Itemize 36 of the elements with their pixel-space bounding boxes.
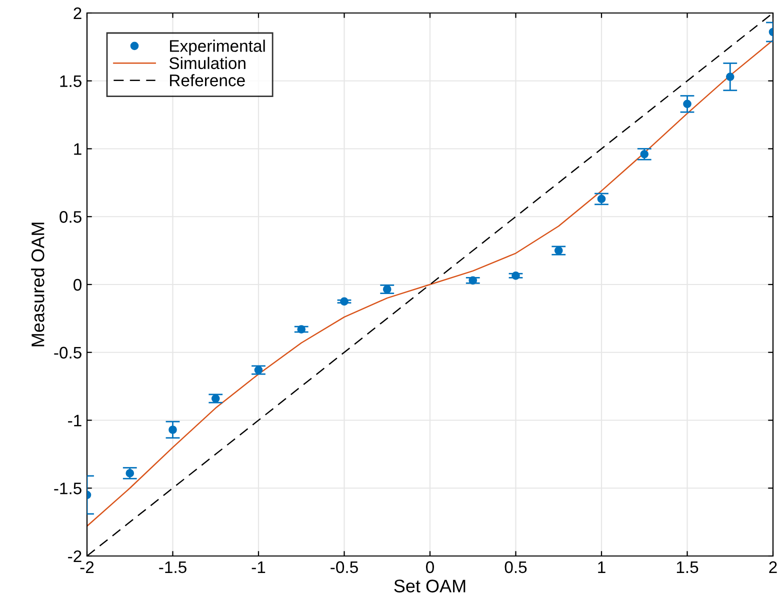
point: [683, 100, 692, 108]
point: [340, 297, 348, 306]
y-tick-label: -1.5: [54, 482, 82, 494]
point: [168, 426, 177, 434]
y-tick-label: -0.5: [54, 346, 82, 359]
x-tick-label: 0.5: [504, 561, 527, 574]
x-axis-title: Set OAM: [394, 580, 466, 592]
point: [554, 246, 563, 255]
x-tick-label: 2: [769, 561, 777, 573]
point: [640, 150, 649, 158]
x-tick-label: -1: [252, 561, 266, 573]
point: [597, 194, 606, 204]
point: [382, 285, 392, 294]
y-tick-label: 0.5: [60, 211, 82, 223]
point: [726, 72, 734, 81]
point: [297, 325, 306, 334]
point: [211, 394, 220, 403]
point: [512, 272, 520, 280]
y-tick-label: 2: [74, 7, 82, 20]
y-tick-label: -2: [68, 550, 82, 562]
x-tick-label: 1: [598, 561, 606, 573]
y-tick-label: 0: [74, 278, 82, 291]
legend-label: Simulation: [169, 56, 246, 70]
x-tick-label: -0.5: [330, 561, 358, 574]
x-tick-label: 0: [426, 561, 434, 574]
y-tick-label: 1: [74, 143, 82, 155]
point: [254, 366, 263, 374]
point: [468, 276, 478, 285]
point: [126, 469, 134, 478]
legend-label: Experimental: [170, 40, 265, 56]
y-tick-label: -1: [68, 414, 82, 426]
x-tick-label: 1.5: [676, 561, 698, 574]
y-axis-title: Measured OAM: [31, 222, 44, 346]
x-tick-label: -1.5: [159, 561, 186, 574]
y-tick-label: 1.5: [60, 75, 82, 88]
legend-label: Reference: [170, 74, 245, 86]
